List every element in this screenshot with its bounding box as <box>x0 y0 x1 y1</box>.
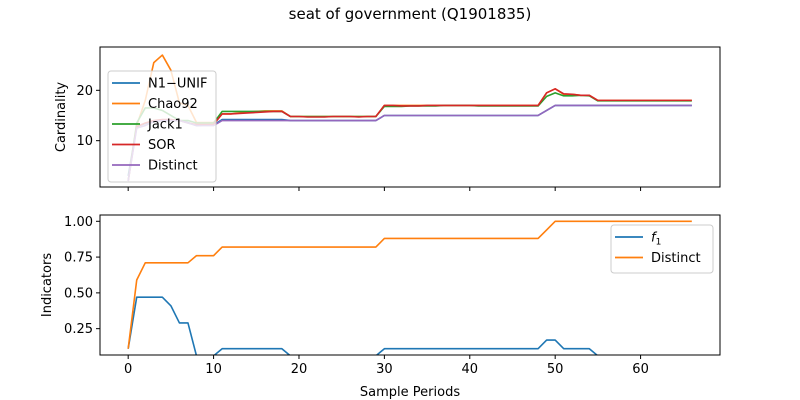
legend-label: Distinct <box>651 251 701 266</box>
series-group <box>127 54 692 182</box>
x-axis <box>127 187 642 191</box>
legend: N1−UNIF Chao92 Jack1 SOR Distinct <box>107 70 217 183</box>
y-axis-label: Indicators <box>40 253 55 317</box>
legend-box <box>107 70 217 183</box>
legend-item-f1: f1 <box>615 231 661 248</box>
y-tick: 0.75 <box>64 251 100 266</box>
figure-suptitle: seat of government (Q1901835) <box>289 5 532 23</box>
legend-item-jack1: Jack1 <box>112 118 183 133</box>
y-tick-label: 1.00 <box>64 215 93 230</box>
x-tick-label: 50 <box>547 362 564 377</box>
x-tick: 30 <box>376 355 393 377</box>
legend-item-distinct: Distinct <box>112 159 198 174</box>
y-tick: 0.50 <box>64 286 100 301</box>
y-tick-label: 0.75 <box>64 251 93 266</box>
legend-label: Distinct <box>148 159 198 174</box>
x-tick: 50 <box>547 355 564 377</box>
x-tick-label: 60 <box>632 362 649 377</box>
top-axes-cardinality: 10 20 Cardinality N1−UNIF Chao92 Jack1 SOR Dist… <box>54 46 721 191</box>
y-tick-label: 0.50 <box>64 286 93 301</box>
axes-frame <box>99 46 721 188</box>
x-tick: 10 <box>205 355 222 377</box>
x-tick: 20 <box>291 355 308 377</box>
bottom-axes-indicators: 0 10 20 30 40 50 60 0.25 0.50 0.75 1.00 Indicators S… <box>40 214 721 400</box>
y-tick: 1.00 <box>64 215 100 230</box>
x-tick: 60 <box>632 355 649 377</box>
y-axis: 0.25 0.50 0.75 1.00 <box>64 215 100 337</box>
axes-frame <box>99 214 721 356</box>
x-tick-label: 10 <box>205 362 222 377</box>
series-line-distinct <box>127 104 692 182</box>
x-tick-label: 40 <box>462 362 479 377</box>
x-axis: 0 10 20 30 40 50 60 <box>124 355 649 377</box>
legend-item-n1-unif: N1−UNIF <box>112 77 207 92</box>
y-tick-label: 0.25 <box>64 322 93 337</box>
x-tick: 40 <box>462 355 479 377</box>
series-line-f1 <box>127 296 599 355</box>
series-line-distinct <box>127 220 692 349</box>
series-group <box>127 220 692 355</box>
legend-label: Chao92 <box>148 97 198 112</box>
x-tick-label: 0 <box>124 362 132 377</box>
y-axis: 10 20 <box>76 84 100 149</box>
x-tick-label: 30 <box>376 362 393 377</box>
x-axis-label: Sample Periods <box>360 385 460 400</box>
legend-item-distinct: Distinct <box>615 251 701 266</box>
y-tick: 0.25 <box>64 322 100 337</box>
legend-item-sor: SOR <box>112 138 176 153</box>
x-tick-label: 20 <box>291 362 308 377</box>
y-tick: 10 <box>76 134 100 149</box>
y-tick-label: 20 <box>76 84 93 99</box>
legend-label: Jack1 <box>147 118 183 133</box>
x-tick: 0 <box>124 355 132 377</box>
legend-label: N1−UNIF <box>148 77 207 92</box>
legend-label: SOR <box>148 138 176 153</box>
y-tick-label: 10 <box>76 134 93 149</box>
series-line-sor <box>127 88 692 182</box>
legend: f1 Distinct <box>610 224 714 274</box>
y-axis-label: Cardinality <box>54 82 69 153</box>
legend-item-chao92: Chao92 <box>112 97 198 112</box>
legend-label: f1 <box>651 231 661 248</box>
y-tick: 20 <box>76 84 100 99</box>
